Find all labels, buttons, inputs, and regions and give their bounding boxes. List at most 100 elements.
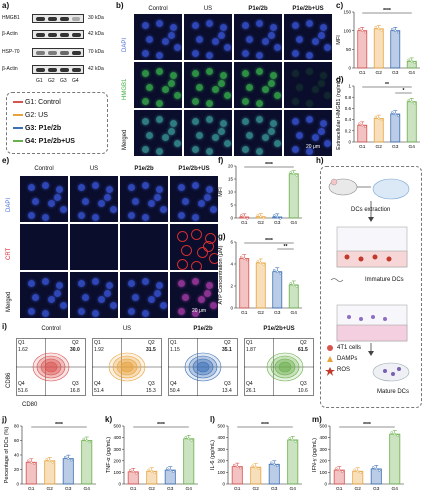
western-blot-panel: HMGB1 30 kDa β-Actin 42 kDa HSP-70 70 kD… xyxy=(2,12,114,87)
significance-label: **** xyxy=(157,422,165,428)
micrograph-marker xyxy=(120,224,168,270)
y-tick-label: 0 xyxy=(230,306,233,311)
x-tick-label: G2 xyxy=(253,486,260,492)
data-point xyxy=(294,440,297,443)
panel-label-c: c) xyxy=(336,1,344,10)
data-point xyxy=(236,465,239,468)
data-point xyxy=(288,437,291,440)
data-point xyxy=(292,283,295,287)
x-tick-label: G1 xyxy=(234,486,241,492)
micrograph-marker xyxy=(70,224,118,270)
bar xyxy=(25,461,37,485)
quadrant-label: 1.15 xyxy=(170,347,180,353)
micrograph-dapi xyxy=(70,176,118,222)
y-tick-label: 0 xyxy=(16,482,19,487)
group-legend: G1: Control G2: US G3: P1e/2b G4: P1e/2b… xyxy=(6,92,108,154)
y-tick-label: 400 xyxy=(217,435,225,440)
quadrant-label: Q4 xyxy=(94,381,101,387)
significance-label: * xyxy=(403,88,405,94)
blot-mw: 42 kDa xyxy=(88,31,104,37)
data-point xyxy=(51,461,54,464)
legend-damps: DAMPs xyxy=(337,356,358,362)
data-point xyxy=(246,217,249,220)
bar xyxy=(357,30,368,69)
y-axis-label: IL-6 (pg/mL) xyxy=(210,440,216,470)
data-point xyxy=(407,98,410,102)
x-tick-label: G4 xyxy=(392,486,399,492)
blot-label: HSP-70 xyxy=(2,49,20,55)
data-point xyxy=(359,471,362,474)
panel-label-a: a) xyxy=(2,1,10,10)
bar xyxy=(268,463,280,485)
y-tick-label: 0.8 xyxy=(345,95,352,100)
significance-label: **** xyxy=(265,162,273,168)
flow-title: US xyxy=(122,326,132,332)
data-point xyxy=(254,465,257,469)
y-tick-label: 1 xyxy=(348,84,351,89)
data-point xyxy=(262,263,265,266)
x-tick-label: G3 xyxy=(392,144,399,150)
bar xyxy=(239,258,250,309)
data-point xyxy=(276,270,279,273)
ros-legend-icon xyxy=(325,367,335,376)
quadrant-label: 31.5 xyxy=(146,347,156,353)
y-tick-label: 300 xyxy=(113,447,121,452)
data-point xyxy=(276,464,279,468)
micrograph-merged xyxy=(284,110,332,156)
x-tick-label: G4 xyxy=(290,486,297,492)
panel-label-d: d) xyxy=(336,75,344,84)
x-tick-label: G3 xyxy=(65,486,72,492)
data-point xyxy=(361,123,364,127)
y-tick-label: 15 xyxy=(228,177,234,182)
data-point xyxy=(246,258,249,262)
bar xyxy=(62,458,74,485)
y-tick-label: 0.4 xyxy=(345,117,352,122)
blot-mw: 70 kDa xyxy=(88,49,104,55)
dc-extraction-label: DCs extraction xyxy=(351,207,391,213)
contour-plot xyxy=(16,338,86,396)
y-tick-label: 100 xyxy=(113,470,121,475)
y-tick-label: 500 xyxy=(217,424,225,429)
x-tick-label: G4 xyxy=(186,486,193,492)
y-tick-label: 20 xyxy=(228,164,234,169)
micrograph-dapi xyxy=(284,14,332,60)
quadrant-label: 13.4 xyxy=(222,388,232,394)
quadrant-label: Q1 xyxy=(246,340,253,346)
y-tick-label: 300 xyxy=(217,447,225,452)
data-point xyxy=(364,30,367,34)
legend-4t1: 4T1 cells xyxy=(337,345,362,351)
data-point xyxy=(135,472,138,475)
data-point xyxy=(353,468,356,471)
blot-label: β-Actin xyxy=(2,31,18,37)
x-tick-label: G2 xyxy=(376,70,383,76)
data-point xyxy=(358,27,361,31)
data-point xyxy=(147,468,150,471)
data-point xyxy=(377,27,380,31)
data-point xyxy=(391,27,394,31)
micrograph-marker xyxy=(284,62,332,108)
bar xyxy=(44,460,56,485)
contour-plot xyxy=(244,338,314,396)
x-tick-label: G3 xyxy=(271,486,278,492)
quadrant-label: 51.6 xyxy=(18,388,28,394)
y-axis-label: Extracellular HMGB1 (ng/mL) xyxy=(336,78,342,150)
data-point xyxy=(190,439,193,442)
x-tick-label: G3 xyxy=(167,486,174,492)
bar xyxy=(288,284,299,309)
col-label: P1e/2b xyxy=(134,166,154,172)
micrograph-dapi xyxy=(20,176,68,222)
x-tick-label: G1 xyxy=(130,486,137,492)
y-tick-label: 0 xyxy=(230,216,233,221)
quadrant-label: 16.8 xyxy=(70,388,80,394)
x-tick-label: G4 xyxy=(409,70,416,76)
micrograph-dapi xyxy=(184,14,232,60)
panel-label-e: e) xyxy=(2,156,10,165)
quadrant-label: Q2 xyxy=(148,340,155,346)
flow-plot: P1e/2b+US Q1 1.87 Q2 61.5 Q4 26.1 Q3 10.6 xyxy=(244,326,314,406)
significance-label: **** xyxy=(363,422,371,428)
panel-b-microscopy: Control US P1e/2b P1e/2b+US DAPI HMGB1 M… xyxy=(120,4,334,156)
y-tick-label: 0 xyxy=(118,482,121,487)
quadrant-label: 1.92 xyxy=(94,347,104,353)
flow-cytometry-panel: CD86 CD80 Control Q1 1.62 Q2 30.0 Q4 51.6 Q3 16… xyxy=(2,326,316,412)
blot-label: HMGB1 xyxy=(2,15,20,21)
